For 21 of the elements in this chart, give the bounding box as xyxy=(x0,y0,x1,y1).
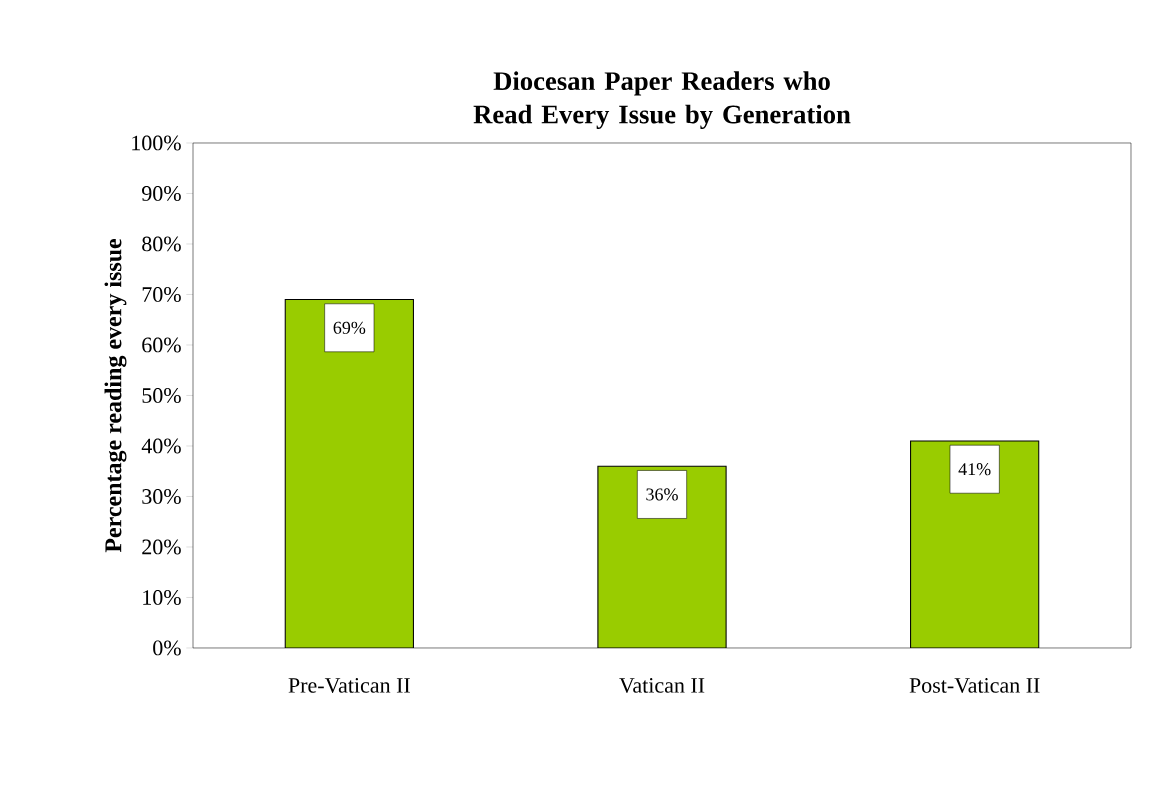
x-tick-label: Post-Vatican II xyxy=(909,678,1040,693)
x-tick-label: Pre-Vatican II xyxy=(288,678,410,693)
y-tick-label: 20% xyxy=(142,539,181,555)
y-tick-label: 60% xyxy=(142,337,181,353)
y-tick-label: 80% xyxy=(142,236,181,252)
data-label: 36% xyxy=(646,488,678,501)
y-axis-title: Percentage reading every issue xyxy=(104,238,127,553)
y-tick-label: 90% xyxy=(142,186,181,201)
data-label: 41% xyxy=(958,463,991,476)
y-tick-label: 50% xyxy=(142,388,181,403)
bar xyxy=(284,299,414,648)
x-tick-label: Vatican II xyxy=(619,678,705,693)
y-tick-label: 70% xyxy=(142,287,181,302)
y-tick-label: 30% xyxy=(142,489,181,504)
y-tick-label: 40% xyxy=(141,438,181,454)
chart-title: Diocesan Paper Readers who Read Every Issue by Generation xyxy=(473,71,851,129)
y-tick-label: 10% xyxy=(143,590,181,605)
y-tick-label: 100% xyxy=(132,135,181,151)
y-tick-label: 0% xyxy=(153,640,181,656)
data-label: 69% xyxy=(333,321,366,334)
bar xyxy=(910,440,1040,648)
